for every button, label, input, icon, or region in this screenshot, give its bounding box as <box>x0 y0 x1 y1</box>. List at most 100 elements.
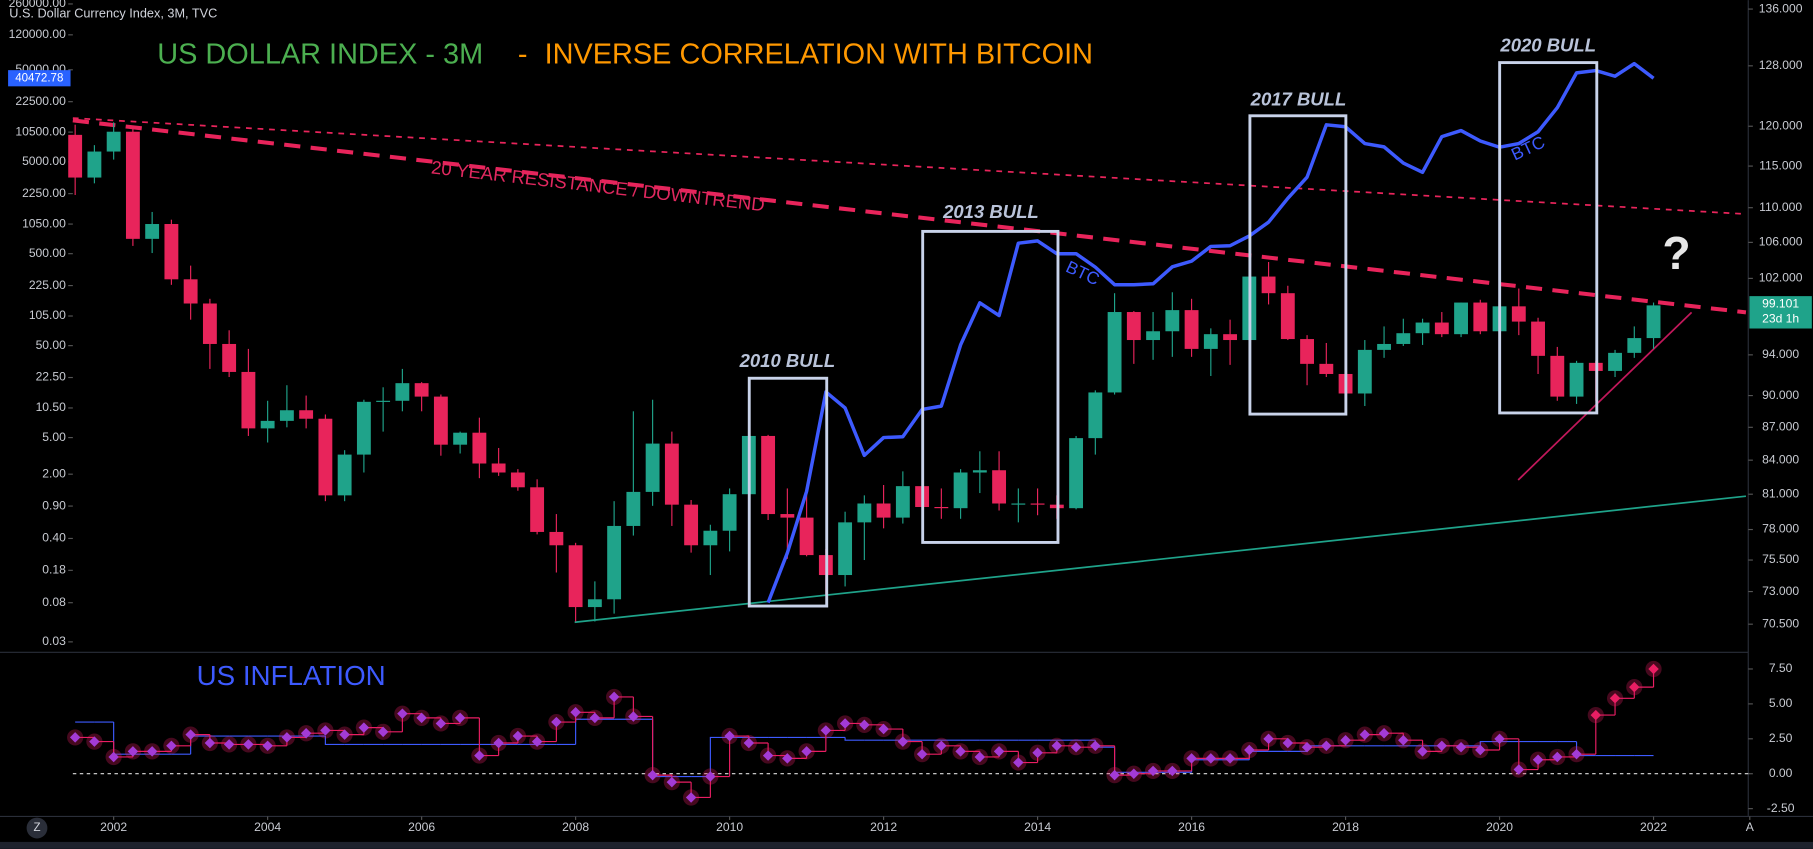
countdown-label: 23d 1h <box>1762 311 1799 325</box>
candle-body <box>356 401 371 455</box>
candle-body <box>395 383 410 401</box>
y2-tick-label: 5000.00 <box>22 154 66 168</box>
candle-body <box>1454 302 1468 335</box>
marker <box>1436 740 1448 752</box>
y2-tick-label: 0.08 <box>42 595 66 609</box>
marker <box>358 722 370 733</box>
candle-body <box>433 396 448 445</box>
annotation: 2017 BULL <box>1250 89 1347 110</box>
y2-tick-label: 0.18 <box>42 563 66 577</box>
y2-tick-label: 120000.00 <box>9 27 67 41</box>
y2-tick-label: 2.00 <box>42 466 66 480</box>
candle-body <box>587 599 602 608</box>
price-label-box <box>8 70 71 87</box>
candle-body <box>1569 362 1584 397</box>
trend-line <box>1517 311 1693 481</box>
candle-body <box>414 383 429 397</box>
marker <box>1590 709 1602 721</box>
marker <box>223 739 235 750</box>
price-label-box <box>1749 296 1812 329</box>
y-tick-label: 2.50 <box>1769 731 1793 745</box>
marker <box>801 746 812 757</box>
candle-body <box>895 486 910 518</box>
bull-box <box>1498 61 1599 415</box>
marker <box>1186 753 1197 764</box>
candle-body <box>510 472 525 488</box>
candle-body <box>1300 339 1314 364</box>
candle-body <box>337 454 352 496</box>
y2-tick-label: 500.00 <box>29 246 66 260</box>
marker <box>1109 769 1120 781</box>
candle-body <box>626 491 641 526</box>
y2-tick-label: 0.03 <box>42 634 66 648</box>
candle-body <box>1146 331 1161 341</box>
marker <box>1263 733 1274 745</box>
x-tick-label: 2006 <box>408 820 435 834</box>
candle-body <box>645 443 660 492</box>
marker <box>1648 663 1659 675</box>
source: U.S. Dollar Currency Index, 3M, TVC <box>9 5 217 20</box>
marker <box>1609 693 1621 704</box>
marker <box>916 748 928 760</box>
candle-body <box>1126 312 1141 341</box>
step-segment <box>1479 741 1500 746</box>
candle-body <box>1434 322 1449 335</box>
marker <box>1398 734 1409 746</box>
candle-body <box>1069 438 1084 509</box>
y2-tick-label: 5.00 <box>42 430 66 444</box>
marker <box>512 730 524 742</box>
candle-body <box>1261 276 1276 294</box>
candle-body <box>1088 392 1103 439</box>
marker <box>839 718 851 729</box>
marker <box>993 746 1005 757</box>
y-tick-label: 136.000 <box>1759 1 1803 15</box>
bull-box <box>1248 114 1348 416</box>
candle-body <box>607 525 622 600</box>
y-tick-label: 120.000 <box>1759 118 1803 132</box>
candle-body <box>453 432 468 445</box>
candle-body <box>857 503 872 523</box>
candle-body <box>568 545 583 608</box>
candle-body <box>530 487 545 532</box>
y-tick-label: 70.500 <box>1762 616 1799 630</box>
marker <box>1070 741 1082 753</box>
marker <box>1340 734 1351 746</box>
y-tick-label: 81.000 <box>1762 486 1799 500</box>
marker <box>1378 727 1390 739</box>
x-tick-label: 2016 <box>1178 820 1205 834</box>
marker <box>551 716 562 728</box>
marker <box>1167 765 1178 777</box>
zoom-button-label[interactable]: Z <box>33 822 40 834</box>
candle-body <box>1473 302 1488 332</box>
candle-body <box>183 279 198 304</box>
y2-tick-label: 260000.00 <box>9 0 67 10</box>
pane-title: US INFLATION <box>197 660 386 691</box>
candle-body <box>1511 306 1526 322</box>
x-tick-label: A <box>1746 820 1755 834</box>
candle-body <box>722 494 737 531</box>
y-tick-label: 115.000 <box>1759 158 1802 172</box>
candle-body <box>1165 310 1180 332</box>
marker <box>859 719 870 731</box>
candle-body <box>664 443 679 505</box>
marker <box>1301 741 1313 753</box>
candle-body <box>799 517 814 556</box>
bull-box <box>747 376 829 608</box>
candle-body <box>1550 355 1565 397</box>
marker <box>608 691 620 703</box>
marker <box>666 776 678 788</box>
x-tick-label: 2002 <box>100 820 127 834</box>
y-tick-label: 75.500 <box>1762 552 1799 566</box>
marker <box>955 746 966 757</box>
candle-body <box>279 410 294 421</box>
chart-title: US DOLLAR INDEX - 3M <box>157 38 483 70</box>
marker <box>416 712 427 724</box>
y-tick-label: 87.000 <box>1762 420 1799 434</box>
marker <box>1571 748 1582 760</box>
marker <box>1321 740 1332 752</box>
y-tick-label: 84.000 <box>1762 452 1799 466</box>
y-tick-label: 110.000 <box>1759 200 1802 214</box>
zoom-button[interactable] <box>26 817 48 839</box>
